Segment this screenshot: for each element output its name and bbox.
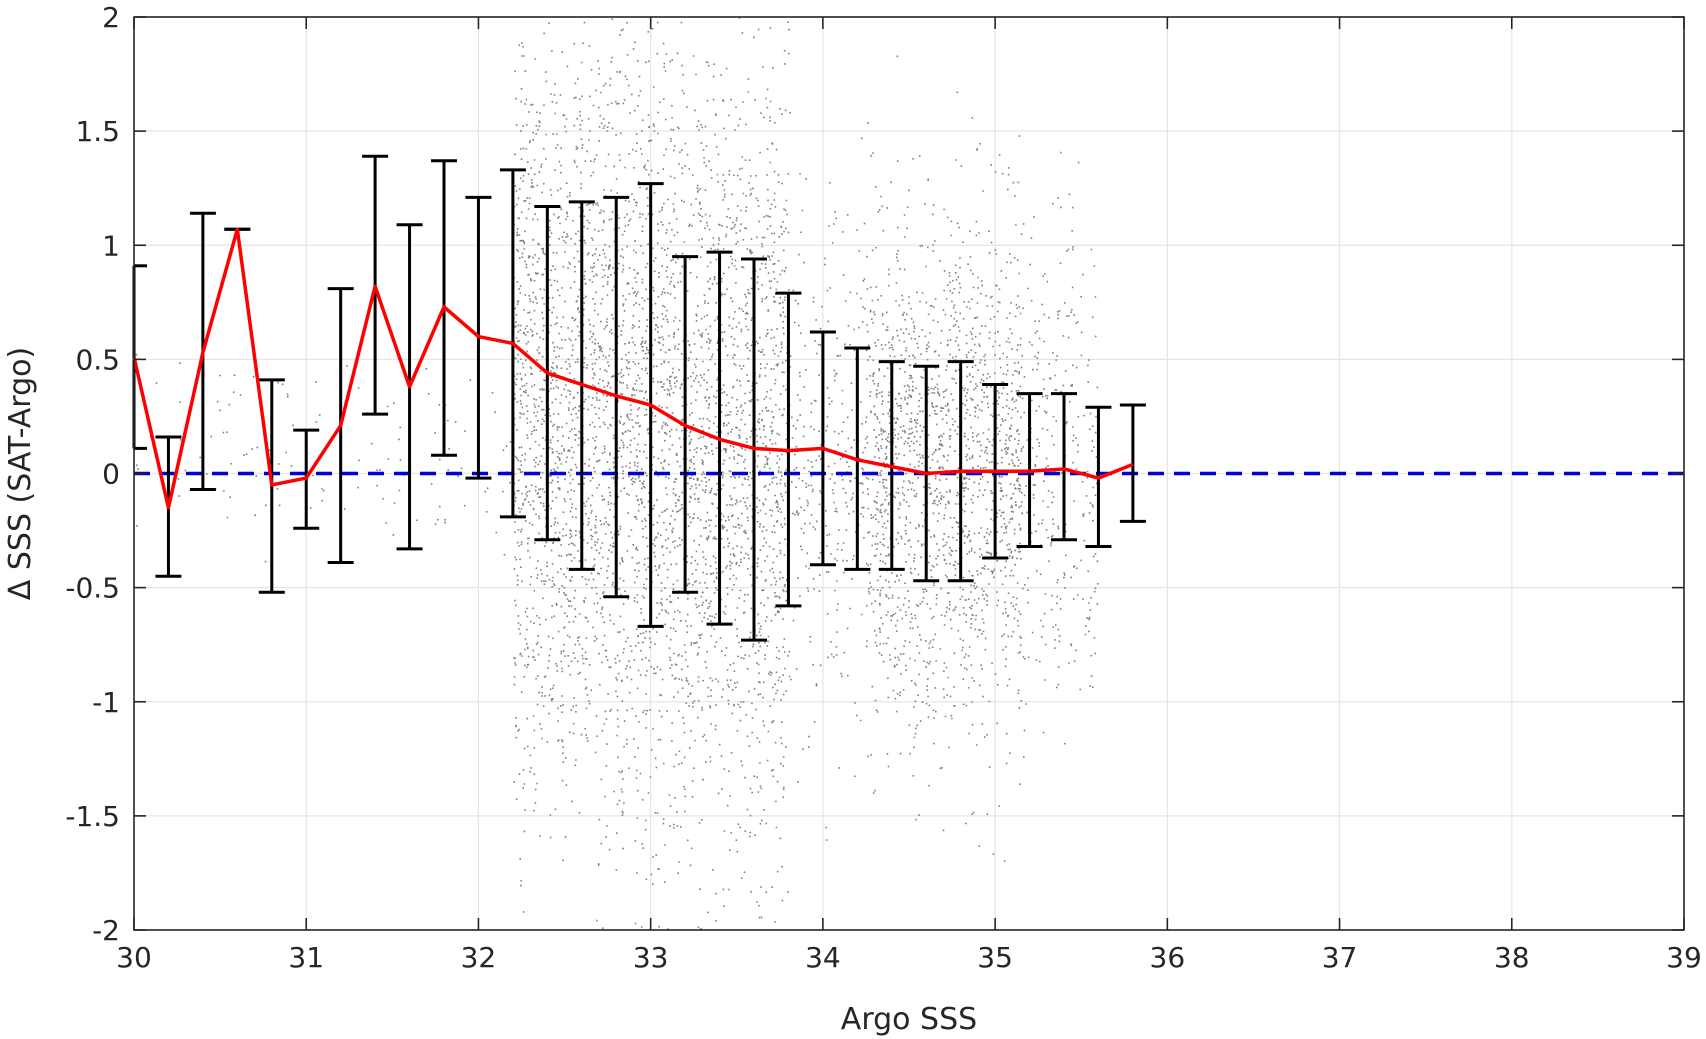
- y-tick-label: 1: [102, 229, 120, 262]
- error-bar: [1119, 403, 1146, 523]
- x-tick-label: 30: [116, 941, 152, 974]
- y-tick-label: -0.5: [65, 572, 120, 605]
- mean-line: [132, 227, 1134, 510]
- y-axis-label: Δ SSS (SAT-Argo): [3, 347, 38, 600]
- x-tick-label: 33: [633, 941, 669, 974]
- y-tick-label: 0.5: [75, 343, 120, 376]
- x-tick-labels: 30 31 32 33 34 35 36 37 38 39: [116, 941, 1702, 974]
- error-bar: [132, 264, 147, 450]
- error-bars: [132, 154, 1146, 642]
- y-tick-label: -1: [92, 686, 120, 719]
- y-tick-label: -2: [92, 914, 120, 947]
- x-tick-label: 34: [805, 941, 841, 974]
- x-tick-label: 31: [288, 941, 324, 974]
- axis-ticks: [133, 16, 1685, 931]
- x-tick-label: 36: [1150, 941, 1186, 974]
- x-axis-label: Argo SSS: [841, 1002, 977, 1037]
- x-tick-label: 39: [1666, 941, 1702, 974]
- x-tick-label: 35: [977, 941, 1013, 974]
- y-tick-label: 0: [102, 458, 120, 491]
- x-tick-label: 32: [461, 941, 497, 974]
- y-tick-label: 2: [102, 1, 120, 34]
- y-tick-label: -1.5: [65, 800, 120, 833]
- x-tick-label: 38: [1494, 941, 1530, 974]
- y-tick-label: 1.5: [75, 115, 120, 148]
- error-bar: [1051, 392, 1077, 542]
- x-tick-label: 37: [1322, 941, 1358, 974]
- grid: [133, 16, 1685, 931]
- y-tick-labels: 2 1.5 1 0.5 0 -0.5 -1 -1.5 -2: [65, 1, 120, 947]
